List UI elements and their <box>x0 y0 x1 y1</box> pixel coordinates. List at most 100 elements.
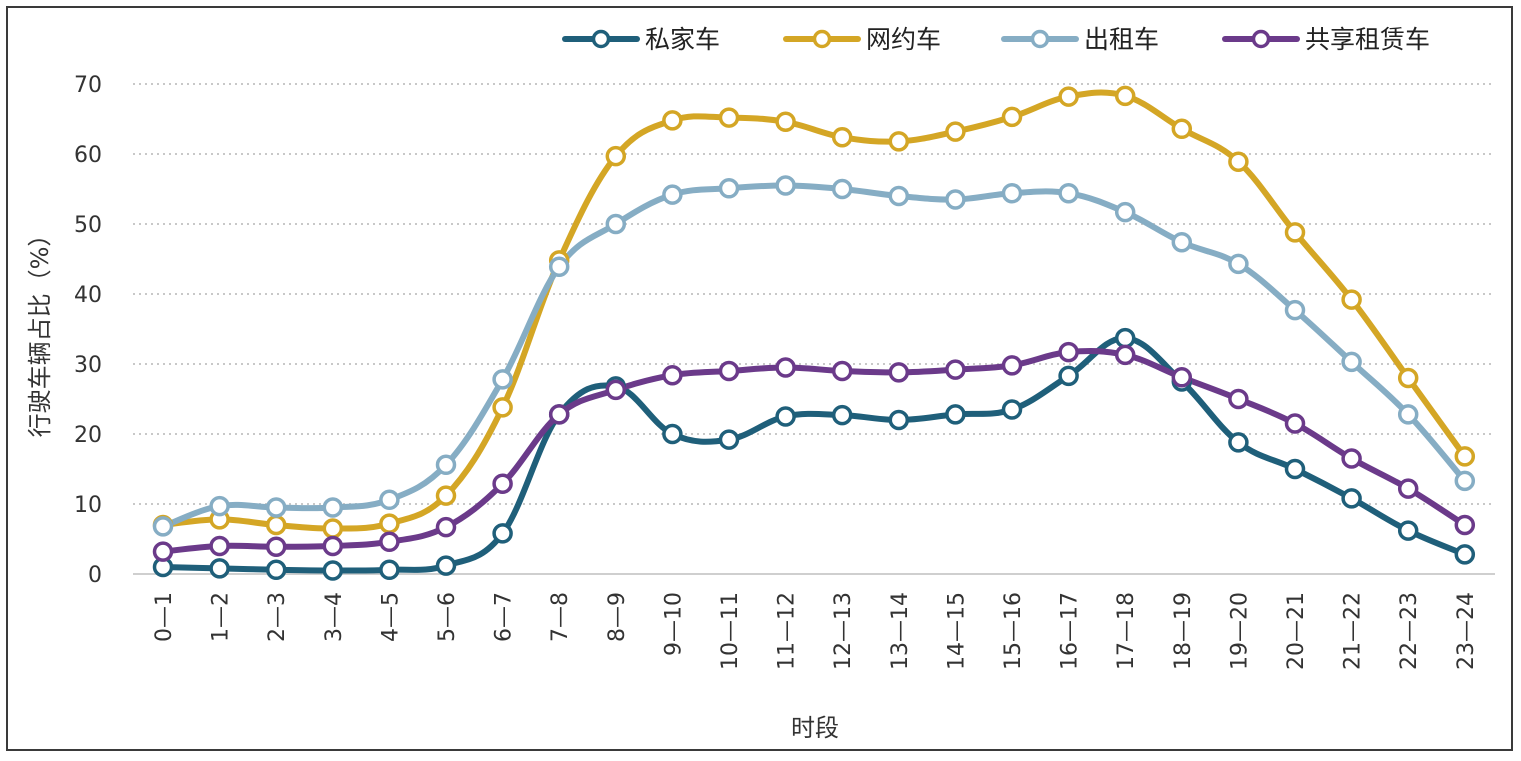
legend-label-1: 网约车 <box>866 25 941 54</box>
series-0-point <box>831 404 853 426</box>
x-axis-ticks: 0—1 1—2 2—3 3—4 4—5 5—6 6—7 7—8 8—9 9—10 10—11 11—1… <box>152 592 1479 670</box>
series-3-point <box>379 531 400 553</box>
series-1-point <box>492 397 513 418</box>
series-line-3 <box>160 347 1468 555</box>
series-1-point <box>1058 86 1079 107</box>
series-0-point <box>718 429 740 450</box>
series-3-point <box>1454 514 1476 536</box>
x-tick-label: 0—1 <box>152 592 177 642</box>
grid-lines <box>133 83 1495 575</box>
series-3-point <box>435 516 457 538</box>
series-1-point <box>1001 106 1023 128</box>
x-tick-label: 5—6 <box>435 592 460 642</box>
x-tick-label: 10—11 <box>718 592 743 670</box>
series-0-point <box>662 423 683 445</box>
legend-label-2: 出租车 <box>1084 25 1159 54</box>
series-0-point <box>492 523 513 544</box>
x-tick-label: 6—7 <box>492 592 517 642</box>
series-3-point <box>718 360 740 382</box>
y-tick-label: 60 <box>74 143 102 168</box>
series-0-point <box>1397 520 1419 541</box>
series-1-point <box>888 131 910 152</box>
series-0-point <box>1001 399 1023 420</box>
series-1-point <box>775 111 796 133</box>
series-3-point <box>322 535 344 557</box>
series-points <box>152 85 1476 581</box>
x-tick-label: 9—10 <box>661 592 686 656</box>
chart-frame <box>6 6 1513 751</box>
series-2-point <box>1397 404 1419 425</box>
series-3-point <box>888 362 910 383</box>
series-1-point <box>1228 151 1249 172</box>
series-0-point <box>1284 458 1306 480</box>
series-0-point <box>1114 327 1136 349</box>
legend-marker-0 <box>591 29 611 49</box>
series-2-point <box>662 184 683 205</box>
series-0-point <box>265 559 287 581</box>
series-1-point <box>718 107 740 128</box>
series-2-point <box>775 175 796 196</box>
y-tick-label: 20 <box>74 423 102 448</box>
series-2-point <box>1454 470 1476 492</box>
series-0-point <box>379 559 400 581</box>
series-3-point <box>1341 448 1362 469</box>
series-1-point <box>831 126 853 148</box>
series-2-point <box>1228 253 1249 275</box>
y-axis-ticks: 0 10 20 30 40 50 60 70 <box>74 73 102 588</box>
x-tick-label: 22—23 <box>1397 592 1422 670</box>
y-tick-label: 10 <box>74 493 102 518</box>
x-tick-label: 21—22 <box>1341 592 1366 670</box>
legend: 私家车 网约车 出租车 共享租赁车 <box>562 25 1430 54</box>
legend-label-0: 私家车 <box>645 25 720 54</box>
legend-label-3: 共享租赁车 <box>1305 25 1430 54</box>
series-1-point <box>1171 118 1193 140</box>
x-tick-label: 2—3 <box>265 592 290 642</box>
series-2-point <box>945 189 966 210</box>
x-axis-title: 时段 <box>791 714 839 742</box>
series-2-point <box>1058 182 1079 204</box>
series-0-point <box>1341 488 1362 509</box>
series-1-point <box>1284 222 1306 243</box>
series-3-point <box>831 360 853 382</box>
series-3-point <box>209 535 230 557</box>
x-tick-label: 17—18 <box>1114 592 1139 670</box>
series-3-point <box>1228 388 1249 410</box>
legend-marker-1 <box>812 29 832 49</box>
series-2-point <box>1001 182 1023 204</box>
series-3-point <box>605 379 627 401</box>
series-2-point <box>605 213 627 235</box>
series-2-point <box>152 516 174 537</box>
x-tick-label: 13—14 <box>888 592 913 670</box>
x-tick-label: 16—17 <box>1058 592 1083 670</box>
x-tick-label: 3—4 <box>322 592 347 642</box>
x-tick-label: 12—13 <box>831 592 856 670</box>
series-3-point <box>1397 478 1419 499</box>
x-tick-label: 8—9 <box>605 592 630 642</box>
series-1-point <box>1114 85 1136 107</box>
series-1-point <box>435 485 457 506</box>
legend-marker-3 <box>1251 29 1271 49</box>
series-0-point <box>209 558 230 579</box>
series-0-point <box>1058 365 1079 387</box>
series-3-point <box>1171 367 1193 388</box>
series-line-1 <box>160 89 1468 532</box>
series-3-point <box>1114 344 1136 366</box>
series-2-point <box>548 256 570 277</box>
x-tick-label: 14—15 <box>944 592 969 670</box>
series-2-point <box>322 497 344 518</box>
series-2-point <box>492 369 513 390</box>
series-0-point <box>435 555 457 576</box>
series-3-point <box>775 357 796 378</box>
series-2-point <box>1171 231 1193 253</box>
series-2-point <box>831 178 853 200</box>
series-3-point <box>945 359 966 380</box>
series-3-point <box>492 473 513 494</box>
series-3-point <box>265 536 287 557</box>
x-tick-label: 18—19 <box>1171 592 1196 670</box>
y-tick-label: 0 <box>88 563 102 588</box>
y-tick-label: 30 <box>74 353 102 378</box>
series-0-point <box>1228 432 1249 453</box>
series-line-2 <box>160 182 1468 530</box>
series-2-point <box>435 454 457 476</box>
series-1-point <box>605 145 627 167</box>
